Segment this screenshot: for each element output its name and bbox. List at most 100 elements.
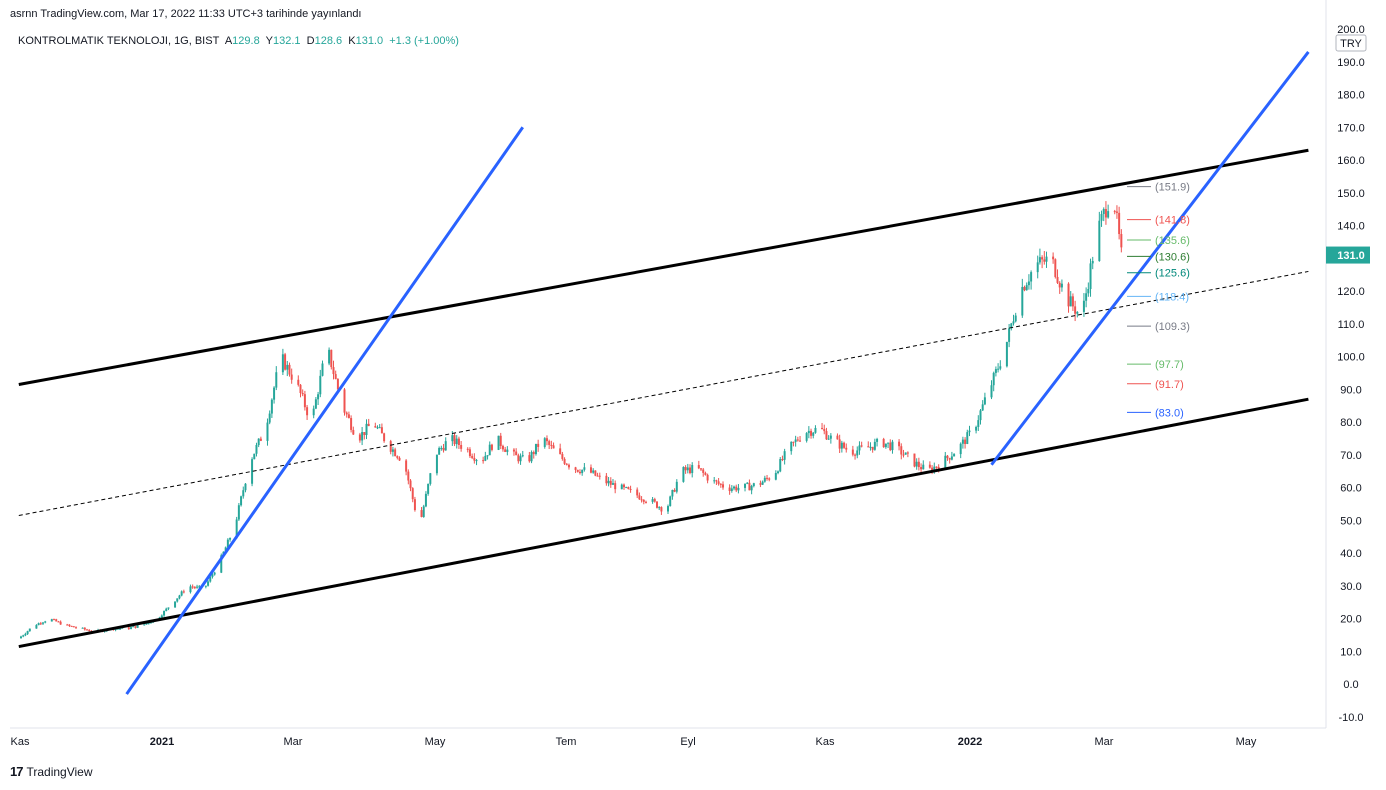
candle-body (827, 438, 830, 440)
candle-body (484, 455, 487, 461)
candle-body (759, 483, 762, 485)
candle-body (352, 429, 355, 435)
candle-body (26, 631, 29, 634)
fib-level-label: (109.3) (1155, 321, 1190, 333)
candle-body (119, 628, 122, 630)
candle-body (567, 464, 570, 468)
candle-body (451, 435, 454, 442)
candle-body (1104, 209, 1107, 218)
candle-body (134, 626, 137, 628)
candle-body (902, 454, 905, 456)
tradingview-brand: TradingView (26, 764, 93, 779)
candle-body (88, 630, 91, 632)
y-tick-label: 150.0 (1337, 188, 1365, 200)
candle-body (611, 483, 614, 485)
candle-body (130, 627, 133, 630)
y-tick-label: 0.0 (1343, 679, 1358, 691)
candle-body (829, 435, 832, 439)
candle-body (867, 446, 870, 448)
candle-body (691, 465, 694, 474)
candle-body (281, 354, 284, 373)
candle-body (440, 447, 443, 449)
x-axis[interactable]: Kas 2021 Mar May Tem Eyl Kas 2022 Mar May (11, 736, 1257, 748)
candle-body (182, 591, 185, 593)
candle-body (180, 591, 183, 596)
candle-body (719, 483, 722, 485)
candle-body (658, 507, 661, 509)
candle-body (1036, 262, 1039, 273)
candle-body (519, 456, 522, 462)
axes (10, 0, 1327, 729)
candle-body (671, 489, 674, 497)
candle-body (636, 489, 639, 496)
candle-body (50, 619, 53, 622)
last-price-tag: 131.0 (1326, 246, 1370, 264)
y-tick-label: 200.0 (1337, 24, 1365, 36)
candle-body (594, 470, 597, 476)
candle-body (596, 475, 599, 477)
trend-line-2022[interactable] (990, 51, 1310, 466)
candle-body (997, 368, 1000, 370)
candle-body (715, 480, 718, 482)
y-tick-label: 20.0 (1340, 614, 1361, 626)
candle-body (521, 455, 524, 457)
candle-body (904, 452, 907, 455)
candle-body (211, 574, 214, 577)
candle-body (869, 446, 872, 448)
candle-body (413, 499, 416, 511)
candle-body (733, 486, 736, 489)
candle-body (1067, 283, 1070, 307)
candle-body (438, 448, 441, 455)
candle-body (66, 624, 69, 626)
currency-label: TRY (1340, 38, 1362, 50)
candle-body (961, 439, 964, 444)
candle-body (937, 466, 940, 469)
trend-line-2021[interactable] (125, 126, 524, 695)
change-value: +1.3 (+1.00%) (389, 35, 459, 47)
candle-body (933, 466, 936, 472)
candle-body (55, 619, 58, 622)
candle-body (198, 586, 201, 588)
fib-level-label: (91.7) (1155, 379, 1184, 391)
published-caption: asrnn TradingView.com, Mar 17, 2022 11:3… (10, 8, 362, 20)
candle-body (713, 480, 716, 482)
candle-body (345, 412, 348, 415)
x-tick-label: Kas (11, 736, 30, 748)
last-price-label: 131.0 (1337, 250, 1365, 262)
candle-body (147, 623, 150, 625)
candle-body (266, 422, 269, 441)
tradingview-footer: 17 TradingView (10, 764, 93, 779)
y-axis[interactable]: 200.0190.0180.0170.0160.0150.0140.0130.0… (1337, 24, 1365, 724)
candle-body (565, 463, 568, 465)
x-tick-label: Eyl (680, 736, 695, 748)
candle-body (559, 448, 562, 455)
candle-body (537, 443, 540, 447)
candle-body (237, 505, 240, 520)
y-tick-label: 110.0 (1338, 319, 1365, 331)
channel-mid-line[interactable] (18, 270, 1309, 517)
candle-body (913, 453, 916, 467)
x-tick-label: May (1236, 736, 1257, 748)
candle-body (728, 487, 731, 491)
candle-body (915, 461, 918, 467)
candle-body (550, 444, 553, 446)
channel-upper-line[interactable] (18, 148, 1309, 386)
candle-body (851, 449, 854, 455)
candle-body (427, 483, 430, 494)
candle-body (196, 586, 199, 588)
candle-body (814, 427, 817, 433)
candle-body (638, 495, 641, 500)
candle-body (605, 475, 608, 484)
candle-body (435, 454, 438, 474)
candle-body (744, 483, 747, 488)
candle-body (251, 459, 254, 484)
candles (20, 201, 1123, 639)
candle-body (488, 444, 491, 456)
candle-body (706, 474, 709, 481)
candle-body (990, 385, 993, 398)
candle-body (136, 625, 139, 628)
candle-body (889, 442, 892, 451)
channel-lower-line[interactable] (18, 397, 1309, 649)
candle-body (75, 627, 78, 629)
